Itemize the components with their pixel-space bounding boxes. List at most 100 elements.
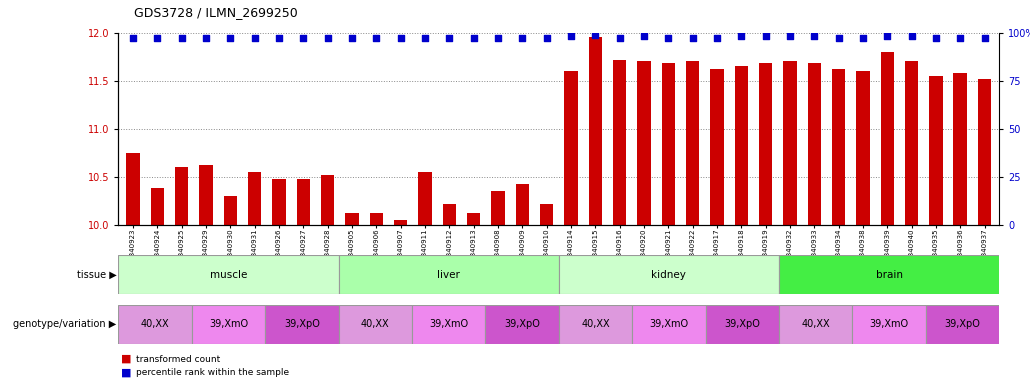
Text: genotype/variation ▶: genotype/variation ▶ xyxy=(13,319,116,329)
Bar xyxy=(370,213,383,225)
Text: tissue ▶: tissue ▶ xyxy=(76,270,116,280)
Bar xyxy=(272,179,285,225)
Text: 39,XpO: 39,XpO xyxy=(504,319,540,329)
Bar xyxy=(632,305,706,344)
Point xyxy=(684,35,700,41)
Bar xyxy=(779,305,852,344)
Bar xyxy=(266,305,339,344)
Bar xyxy=(118,255,339,294)
Bar xyxy=(588,38,602,225)
Bar xyxy=(540,204,553,225)
Point xyxy=(903,33,920,40)
Bar xyxy=(339,255,558,294)
Bar xyxy=(638,61,651,225)
Bar xyxy=(779,255,999,294)
Point xyxy=(636,33,652,40)
Bar xyxy=(686,61,699,225)
Point xyxy=(562,33,579,40)
Point xyxy=(198,35,214,41)
Bar xyxy=(200,165,213,225)
Point xyxy=(587,31,604,38)
Text: ■: ■ xyxy=(121,354,131,364)
Bar xyxy=(929,76,942,225)
Bar xyxy=(558,305,632,344)
Bar xyxy=(393,220,407,225)
Text: ■: ■ xyxy=(121,367,131,377)
Bar xyxy=(516,184,529,225)
Bar xyxy=(711,69,724,225)
Point xyxy=(757,33,774,40)
Bar xyxy=(759,63,772,225)
Bar xyxy=(904,61,918,225)
Point xyxy=(612,35,628,41)
Point xyxy=(855,35,871,41)
Text: 40,XX: 40,XX xyxy=(801,319,830,329)
Bar xyxy=(832,69,846,225)
Bar xyxy=(661,63,675,225)
Text: 40,XX: 40,XX xyxy=(141,319,170,329)
Point xyxy=(271,35,287,41)
Bar xyxy=(339,305,412,344)
Text: 39,XmO: 39,XmO xyxy=(209,319,248,329)
Text: 39,XpO: 39,XpO xyxy=(724,319,760,329)
Text: 39,XmO: 39,XmO xyxy=(430,319,469,329)
Point xyxy=(879,33,895,40)
Point xyxy=(149,35,166,41)
Bar xyxy=(345,213,358,225)
Bar xyxy=(734,66,748,225)
Bar xyxy=(926,305,999,344)
Point xyxy=(319,35,336,41)
Bar xyxy=(856,71,869,225)
Bar xyxy=(118,305,192,344)
Point xyxy=(392,35,409,41)
Point xyxy=(805,33,822,40)
Point xyxy=(660,35,677,41)
Point xyxy=(952,35,968,41)
Point xyxy=(466,35,482,41)
Bar xyxy=(150,188,164,225)
Bar xyxy=(485,305,558,344)
Point xyxy=(368,35,384,41)
Text: GDS3728 / ILMN_2699250: GDS3728 / ILMN_2699250 xyxy=(134,6,298,19)
Bar xyxy=(412,305,485,344)
Text: 40,XX: 40,XX xyxy=(581,319,610,329)
Point xyxy=(830,35,847,41)
Bar xyxy=(808,63,821,225)
Point xyxy=(539,35,555,41)
Bar xyxy=(954,73,967,225)
Point xyxy=(173,35,190,41)
Text: 39,XmO: 39,XmO xyxy=(649,319,688,329)
Text: brain: brain xyxy=(876,270,902,280)
Bar xyxy=(418,172,432,225)
Text: 39,XpO: 39,XpO xyxy=(284,319,320,329)
Point xyxy=(782,33,798,40)
Point xyxy=(222,35,239,41)
Point xyxy=(709,35,725,41)
Bar xyxy=(977,79,991,225)
Text: muscle: muscle xyxy=(210,270,247,280)
Text: transformed count: transformed count xyxy=(136,354,220,364)
Bar xyxy=(852,305,926,344)
Point xyxy=(441,35,457,41)
Point xyxy=(514,35,530,41)
Point xyxy=(296,35,312,41)
Bar xyxy=(491,191,505,225)
Bar xyxy=(881,52,894,225)
Text: 39,XmO: 39,XmO xyxy=(869,319,908,329)
Point xyxy=(125,35,141,41)
Point xyxy=(928,35,945,41)
Bar xyxy=(224,196,237,225)
Text: kidney: kidney xyxy=(651,270,686,280)
Bar xyxy=(192,305,266,344)
Bar xyxy=(613,60,626,225)
Bar xyxy=(321,175,335,225)
Bar xyxy=(443,204,456,225)
Bar xyxy=(558,255,779,294)
Bar xyxy=(297,179,310,225)
Point xyxy=(246,35,263,41)
Bar xyxy=(706,305,779,344)
Text: liver: liver xyxy=(438,270,460,280)
Point xyxy=(733,33,750,40)
Point xyxy=(976,35,993,41)
Point xyxy=(489,35,506,41)
